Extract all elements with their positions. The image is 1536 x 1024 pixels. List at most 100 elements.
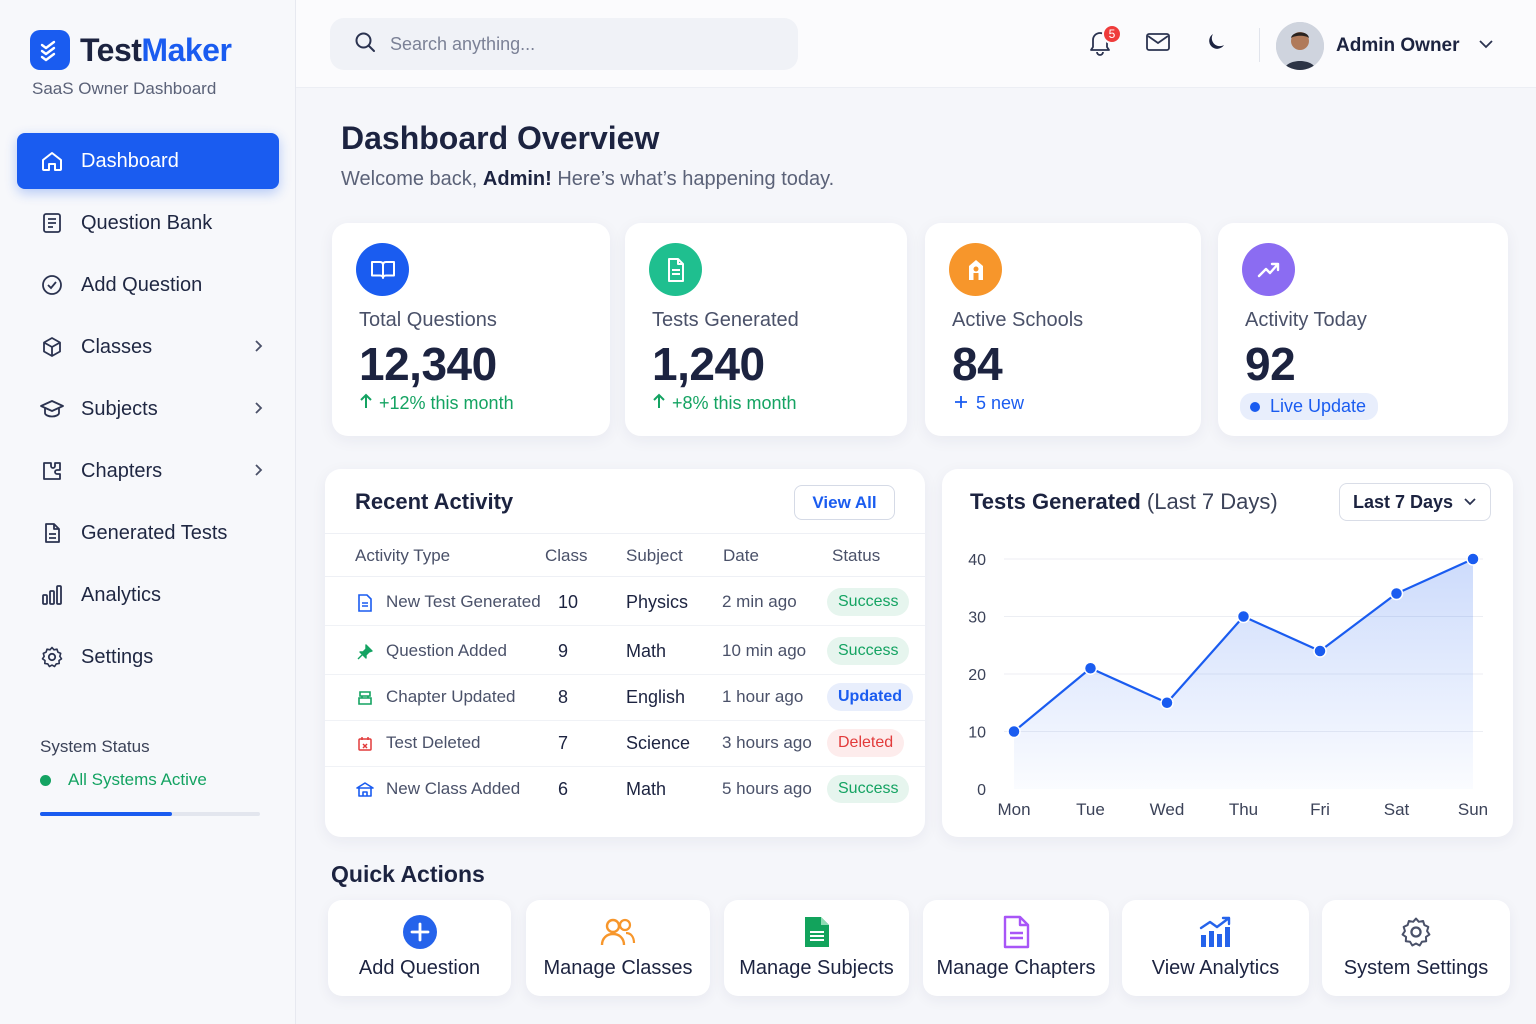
- gear-icon: [39, 644, 65, 670]
- sidebar-item-question-bank[interactable]: Question Bank: [17, 195, 279, 251]
- recent-activity-title: Recent Activity: [355, 489, 514, 514]
- sidebar-item-dashboard[interactable]: Dashboard: [17, 133, 279, 189]
- sidebar-item-analytics[interactable]: Analytics: [17, 567, 279, 623]
- view-all-button[interactable]: View All: [794, 485, 895, 520]
- column-header[interactable]: Date: [723, 546, 759, 565]
- data-point: [1160, 696, 1174, 710]
- chart-title: Tests Generated (Last 7 Days): [970, 489, 1278, 514]
- mail-icon: [1145, 31, 1171, 58]
- plus-icon: [954, 393, 968, 414]
- x-tick-label: Fri: [1310, 800, 1330, 819]
- range-select[interactable]: Last 7 Days: [1339, 483, 1491, 521]
- sidebar-item-label: Subjects: [81, 397, 158, 420]
- column-header[interactable]: Subject: [626, 546, 683, 565]
- sidebar-item-label: Question Bank: [81, 211, 213, 234]
- data-point: [1007, 724, 1021, 739]
- quick-action-manage-classes[interactable]: Manage Classes: [526, 900, 710, 996]
- theme-toggle[interactable]: [1202, 30, 1230, 58]
- avatar: [1276, 22, 1324, 70]
- sidebar-item-chapters[interactable]: Chapters: [17, 443, 279, 499]
- line-chart: 0 10 20 30 40 Mon Tue Wed Thu Fri Sat Sun: [968, 552, 1488, 819]
- search-input[interactable]: [390, 33, 770, 55]
- class-icon: [355, 780, 375, 800]
- sidebar-item-subjects[interactable]: Subjects: [17, 381, 279, 437]
- table-row[interactable]: Chapter Updated 8 English 1 hour ago Upd…: [325, 675, 925, 721]
- system-progress-bar: [40, 812, 260, 816]
- user-name: Admin Owner: [1336, 35, 1460, 56]
- chevron-right-icon: [253, 461, 265, 485]
- moon-icon: [1204, 30, 1228, 59]
- table-row[interactable]: Test Deleted 7 Science 3 hours ago Delet…: [325, 721, 925, 767]
- document-icon: [355, 593, 375, 613]
- analytics-icon: [1122, 914, 1309, 950]
- quick-action-view-analytics[interactable]: View Analytics: [1122, 900, 1309, 996]
- table-row[interactable]: New Test Generated 10 Physics 2 min ago …: [325, 580, 925, 626]
- messages-button[interactable]: [1144, 30, 1172, 58]
- chevron-right-icon: [253, 337, 265, 361]
- activity-subject: Physics: [626, 592, 689, 612]
- quick-action-add-question[interactable]: Add Question: [328, 900, 511, 996]
- stat-value: 12,340: [359, 338, 497, 390]
- activity-subject: Science: [626, 733, 691, 753]
- activity-date: 1 hour ago: [722, 687, 804, 706]
- table-row[interactable]: New Class Added 6 Math 5 hours ago Succe…: [325, 767, 925, 813]
- stat-value: 1,240: [652, 338, 765, 390]
- table-row[interactable]: Question Added 9 Math 10 min ago Success: [325, 629, 925, 675]
- sidebar-item-label: Analytics: [81, 583, 162, 606]
- sheet-icon: [724, 914, 909, 950]
- chapter-icon: [355, 688, 375, 708]
- y-tick-label: 40: [968, 552, 986, 569]
- x-tick-label: Wed: [1150, 800, 1185, 819]
- notifications-button[interactable]: 5: [1086, 24, 1122, 58]
- bar-chart-icon: [39, 582, 65, 608]
- activity-type: Test Deleted: [386, 733, 481, 752]
- quick-action-label: Manage Chapters: [936, 957, 1096, 979]
- system-status-line: All Systems Active: [40, 770, 260, 790]
- column-header[interactable]: Class: [545, 546, 588, 565]
- stat-card-total-questions: Total Questions 12,340 +12% this month: [332, 223, 610, 436]
- column-header[interactable]: Activity Type: [355, 546, 451, 565]
- live-pill: Live Update: [1240, 393, 1379, 420]
- quick-action-label: View Analytics: [1151, 957, 1280, 979]
- brand[interactable]: TestMaker: [30, 30, 232, 70]
- range-select-value: Last 7 Days: [1352, 491, 1454, 512]
- y-tick-label: 0: [977, 782, 986, 799]
- user-menu[interactable]: Admin Owner: [1276, 22, 1494, 70]
- calendar-x-icon: [355, 734, 375, 754]
- system-status-title: System Status: [40, 737, 150, 756]
- stat-label: Tests Generated: [652, 309, 799, 331]
- y-tick-label: 20: [968, 667, 986, 684]
- stat-trend-text: +12% this month: [379, 393, 514, 413]
- stat-label: Active Schools: [952, 309, 1084, 331]
- tests-chart-panel: Tests Generated (Last 7 Days) Last 7 Day…: [942, 469, 1513, 837]
- stat-value: 84: [952, 338, 1003, 390]
- sidebar-item-label: Classes: [81, 335, 153, 358]
- sidebar-item-add-question[interactable]: Add Question: [17, 257, 279, 313]
- trend-up-icon: [1242, 243, 1295, 296]
- sidebar-item-label: Add Question: [81, 273, 203, 296]
- quick-action-system-settings[interactable]: System Settings: [1322, 900, 1510, 996]
- chevron-right-icon: [253, 399, 265, 423]
- search-bar[interactable]: [330, 18, 798, 70]
- quick-action-manage-subjects[interactable]: Manage Subjects: [724, 900, 909, 996]
- status-badge: Success: [827, 637, 910, 665]
- sidebar-item-classes[interactable]: Classes: [17, 319, 279, 375]
- activity-class: 9: [558, 641, 569, 661]
- sidebar-item-generated-tests[interactable]: Generated Tests: [17, 505, 279, 561]
- quick-action-label: Add Question: [358, 957, 481, 979]
- status-badge: Success: [827, 775, 910, 803]
- status-badge: Success: [827, 588, 910, 616]
- system-status-text: All Systems Active: [68, 770, 207, 789]
- status-dot-icon: [40, 774, 51, 786]
- stat-card-activity-today: Activity Today 92 Live Update: [1218, 223, 1508, 436]
- quick-action-manage-chapters[interactable]: Manage Chapters: [923, 900, 1109, 996]
- sidebar-item-label: Generated Tests: [81, 521, 228, 544]
- brand-name: TestMaker: [80, 31, 232, 68]
- x-tick-label: Thu: [1229, 800, 1258, 819]
- sidebar-item-label: Chapters: [81, 459, 163, 482]
- x-tick-label: Sun: [1458, 800, 1488, 819]
- sidebar-item-settings[interactable]: Settings: [17, 629, 279, 685]
- column-header[interactable]: Status: [832, 546, 881, 565]
- activity-type: New Class Added: [386, 779, 521, 798]
- data-point: [1466, 552, 1480, 566]
